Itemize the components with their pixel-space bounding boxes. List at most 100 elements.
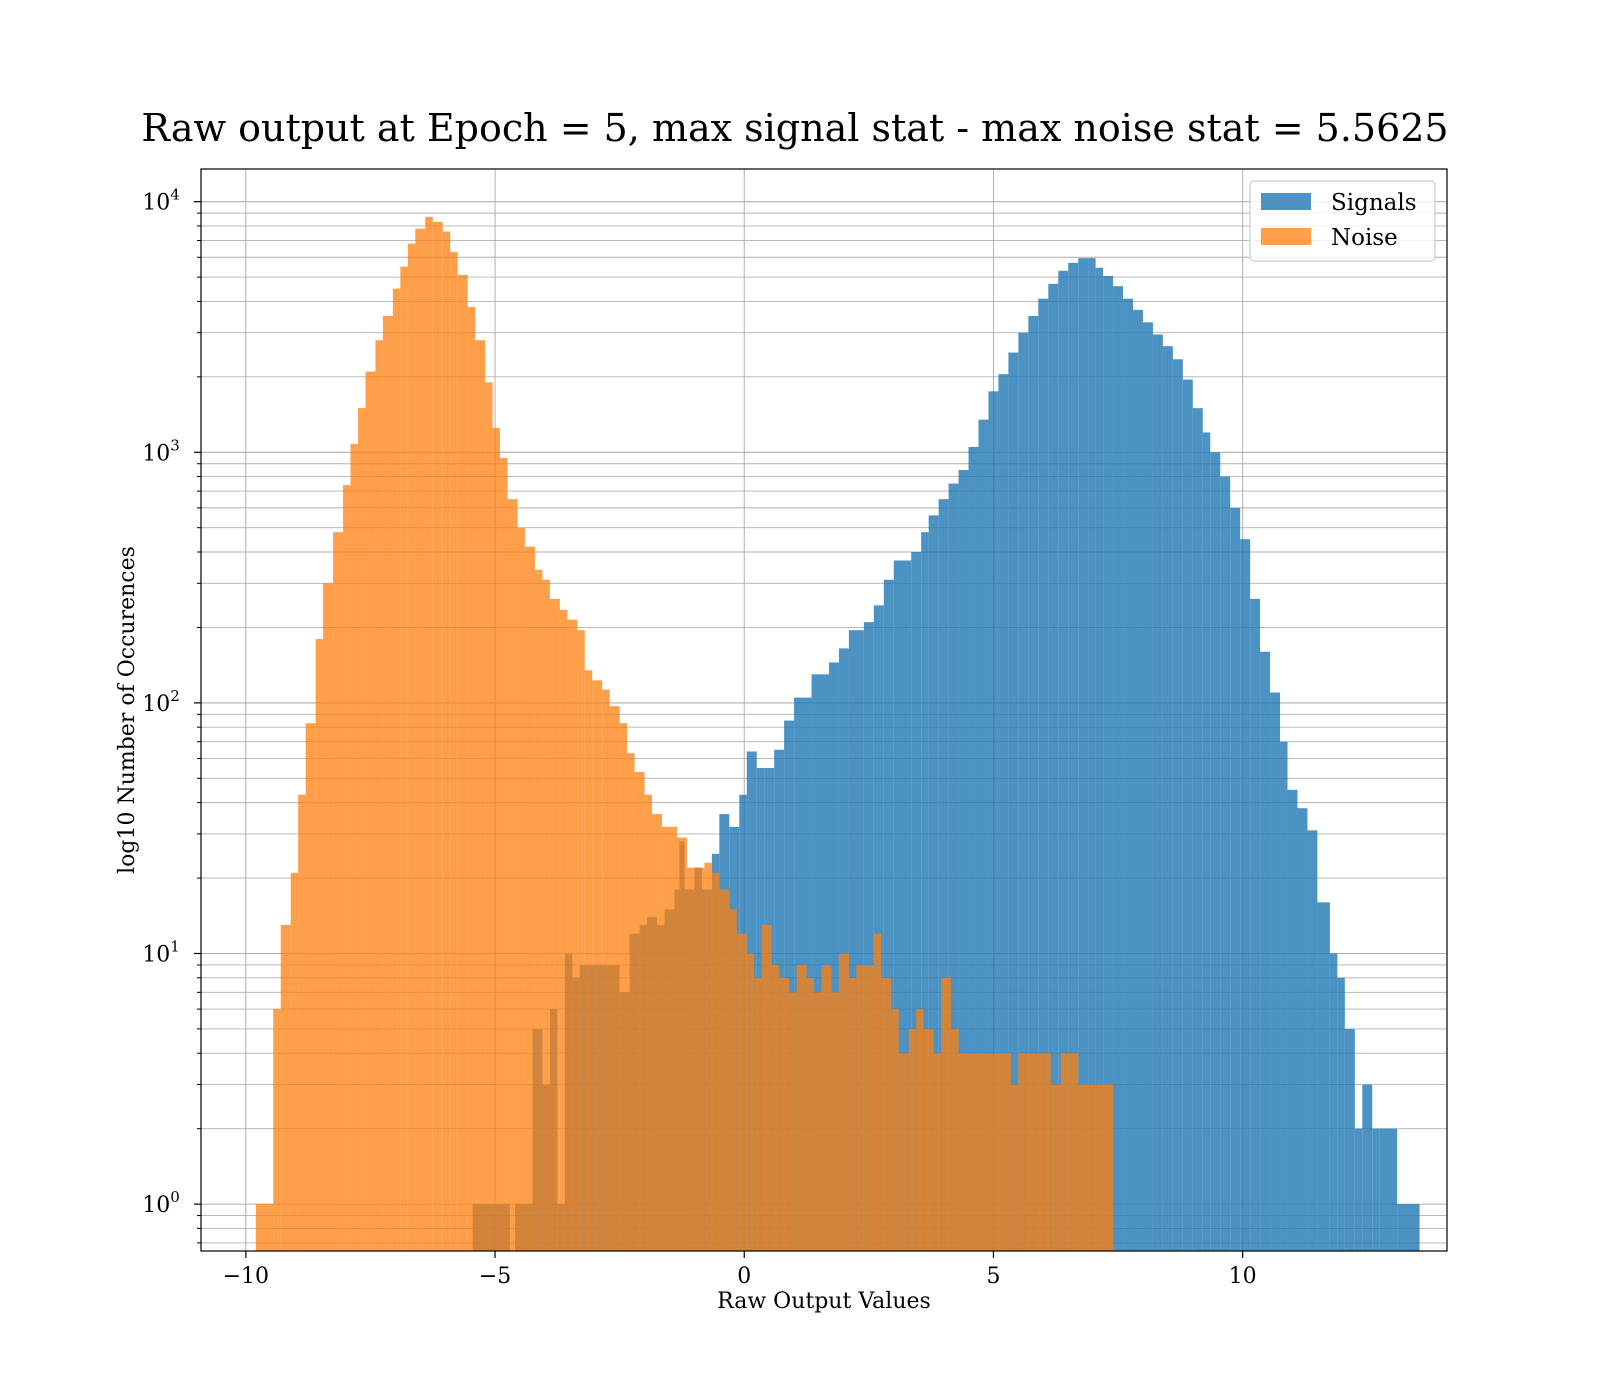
- bar-noise: [866, 964, 874, 1251]
- bar-signals: [1133, 309, 1143, 1251]
- bar-noise: [838, 953, 849, 1251]
- bar-signals: [1048, 283, 1059, 1251]
- legend-swatch-signals: [1261, 193, 1311, 210]
- bar-noise: [951, 1028, 959, 1251]
- bar-signals: [998, 374, 1009, 1251]
- bar-noise: [432, 221, 443, 1251]
- bar-noise: [933, 1053, 942, 1251]
- bar-signals: [1008, 352, 1019, 1251]
- bar-noise: [814, 992, 822, 1251]
- bar-noise: [450, 251, 458, 1252]
- bar-signals: [948, 483, 959, 1251]
- bar-noise: [333, 532, 344, 1251]
- bar-signals: [873, 605, 884, 1251]
- bar-noise: [467, 306, 476, 1251]
- bar-signals: [911, 552, 922, 1251]
- bar-signals: [1028, 315, 1039, 1251]
- bar-signals: [1123, 298, 1134, 1251]
- bar-signals: [1287, 789, 1298, 1251]
- bar-noise: [577, 630, 585, 1251]
- bar-noise: [507, 499, 518, 1251]
- bar-noise: [704, 862, 712, 1251]
- bar-noise: [891, 1009, 899, 1251]
- bar-signals: [883, 579, 894, 1251]
- bar-signals: [968, 446, 979, 1251]
- y-axis-label: log10 Number of Occurences: [115, 546, 140, 874]
- bar-signals: [1307, 830, 1318, 1251]
- bar-noise: [873, 933, 882, 1251]
- bar-noise: [856, 964, 867, 1251]
- series-noise: [255, 216, 1114, 1252]
- x-tick-label: 0: [737, 1264, 751, 1289]
- bar-noise: [357, 408, 366, 1251]
- legend-swatch-noise: [1261, 228, 1311, 245]
- bar-noise: [375, 340, 383, 1251]
- bar-noise: [350, 443, 358, 1251]
- bar-noise: [881, 977, 892, 1251]
- bar-noise: [729, 909, 737, 1251]
- bar-noise: [789, 992, 797, 1251]
- bar-noise: [567, 619, 578, 1251]
- bar-noise: [290, 872, 299, 1251]
- bar-noise: [652, 814, 663, 1251]
- bar-noise: [806, 977, 815, 1251]
- bar-signals: [1280, 741, 1288, 1251]
- bar-noise: [592, 680, 603, 1251]
- bar-noise: [517, 527, 525, 1251]
- bar-noise: [916, 1009, 924, 1251]
- bar-noise: [1068, 1053, 1079, 1251]
- bar-noise: [1060, 1053, 1069, 1251]
- bar-noise: [754, 977, 762, 1251]
- bar-noise: [711, 872, 720, 1251]
- bar-noise: [415, 228, 426, 1251]
- bar-noise: [983, 1053, 994, 1251]
- plot-area-frame: [200, 168, 1448, 1252]
- histogram-bars: [255, 216, 1420, 1252]
- y-tick-label: 100: [142, 1188, 180, 1218]
- bar-noise: [958, 1053, 969, 1251]
- bar-noise: [549, 598, 560, 1251]
- bar-noise: [305, 723, 316, 1251]
- bar-noise: [941, 977, 952, 1251]
- bar-signals: [958, 469, 969, 1251]
- bar-noise: [821, 964, 832, 1251]
- bar-noise: [407, 243, 416, 1251]
- bar-signals: [1260, 651, 1271, 1251]
- bar-signals: [1095, 267, 1104, 1251]
- bar-noise: [968, 1053, 977, 1251]
- bar-noise: [1035, 1053, 1044, 1251]
- bar-noise: [323, 583, 334, 1251]
- bar-noise: [602, 689, 610, 1251]
- bar-signals: [1202, 432, 1211, 1251]
- bar-noise: [542, 579, 550, 1251]
- bar-signals: [1270, 692, 1281, 1251]
- y-tick-label: 101: [142, 938, 180, 968]
- bar-signals: [1113, 286, 1124, 1251]
- bar-noise: [796, 964, 807, 1251]
- bar-noise: [634, 771, 645, 1251]
- bar-signals: [988, 391, 999, 1251]
- bar-signals: [1354, 1128, 1363, 1251]
- bar-noise: [534, 569, 543, 1251]
- bar-signals: [1220, 476, 1231, 1252]
- bar-signals: [1230, 507, 1241, 1251]
- bar-signals: [1210, 452, 1221, 1252]
- bar-noise: [315, 638, 324, 1251]
- bar-signals: [1152, 334, 1163, 1251]
- bar-noise: [627, 753, 635, 1251]
- bar-noise: [492, 427, 501, 1251]
- bar-noise: [908, 1028, 917, 1251]
- y-tick-label: 102: [142, 687, 180, 717]
- bar-noise: [1078, 1084, 1086, 1251]
- bar-signals: [838, 648, 849, 1251]
- bar-signals: [938, 499, 949, 1251]
- bar-signals: [1172, 359, 1183, 1251]
- bar-noise: [485, 382, 493, 1251]
- bar-signals: [1372, 1128, 1380, 1251]
- bar-noise: [1018, 1053, 1026, 1251]
- bar-signals: [1297, 808, 1308, 1251]
- bar-signals: [1068, 262, 1079, 1251]
- bar-noise: [848, 977, 857, 1251]
- bar-noise: [719, 889, 730, 1251]
